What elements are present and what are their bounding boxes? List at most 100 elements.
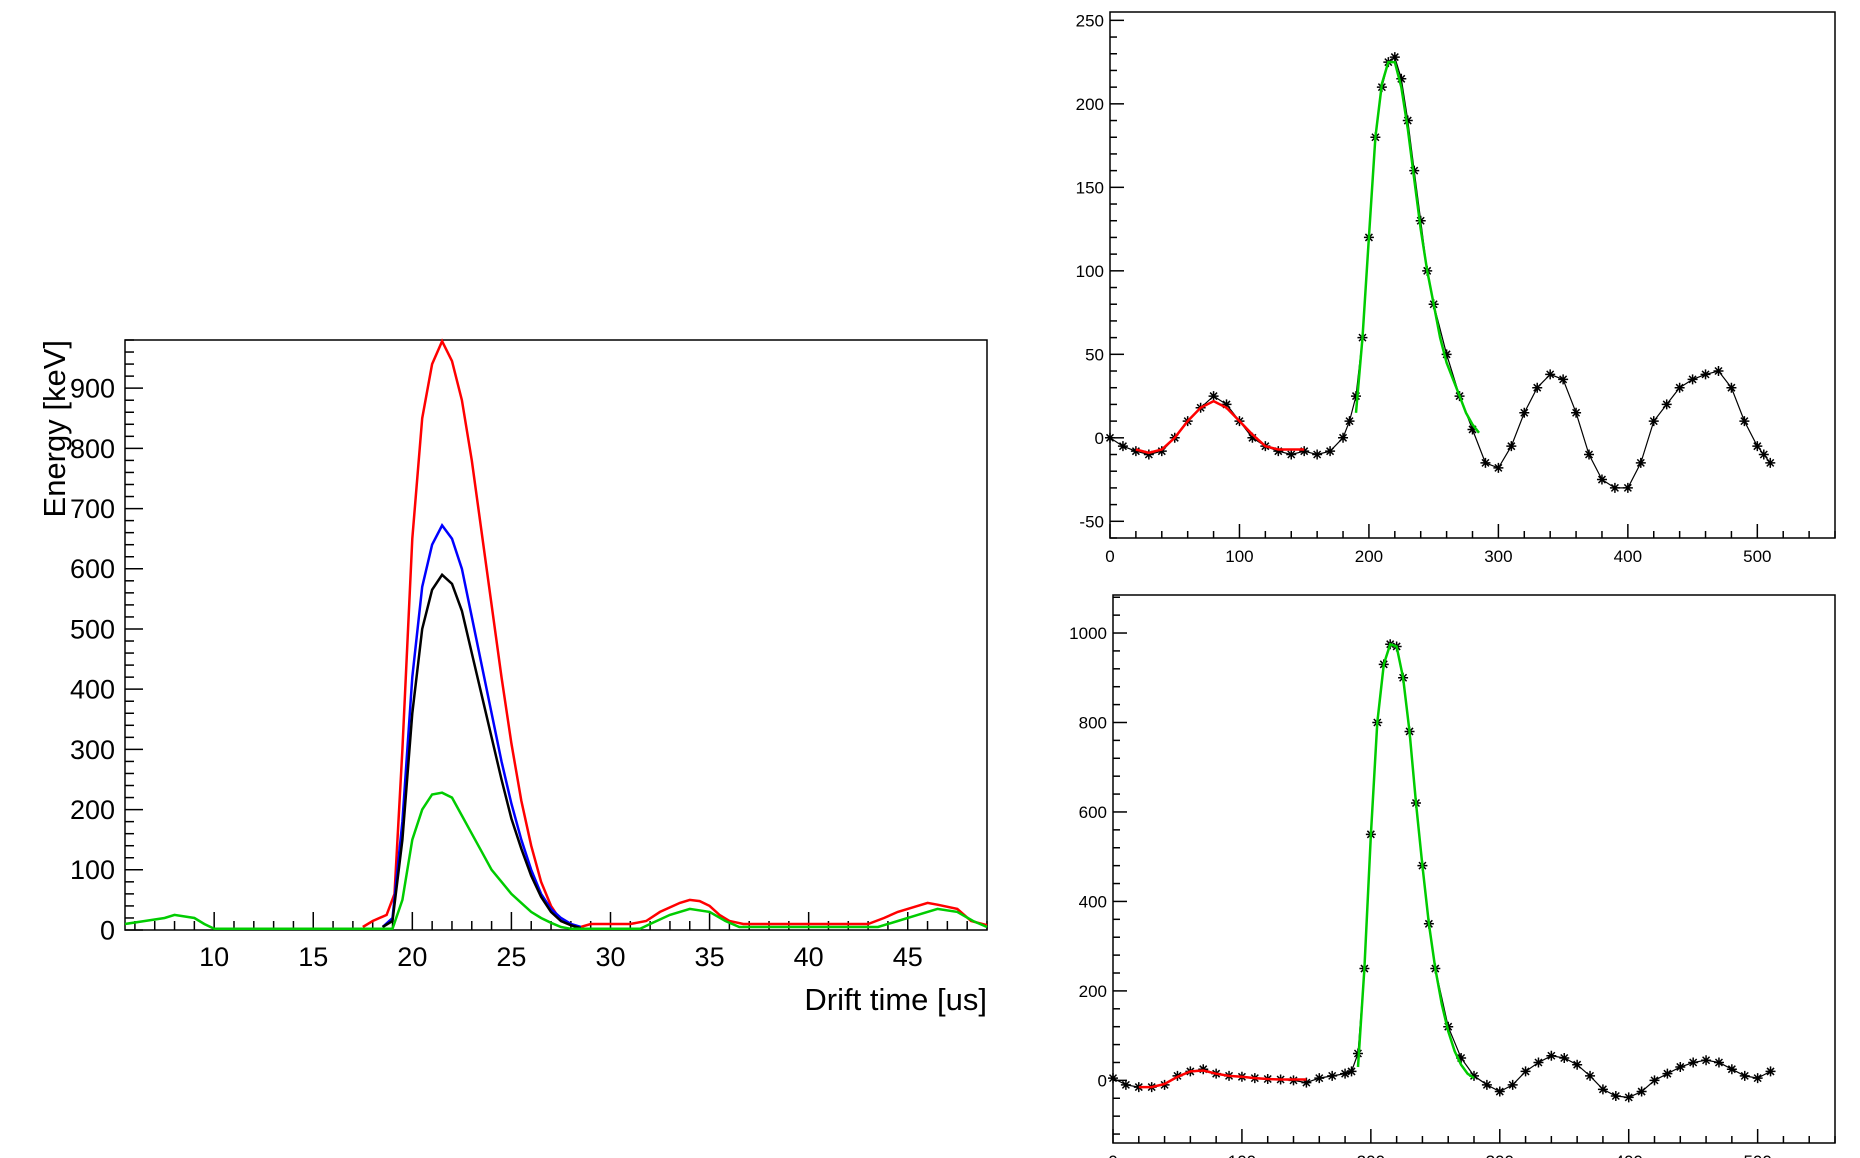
data-point — [1597, 1084, 1608, 1095]
bottom-right-scatter-chart: 0 100 200 300 400 500 0 200 400 600 800 1000 — [1069, 594, 1836, 1158]
y-tick-label: 700 — [70, 494, 115, 524]
data-point — [1273, 446, 1284, 457]
x-tick-label: 0 — [1105, 547, 1114, 566]
data-point — [1221, 399, 1232, 410]
data-point — [1340, 1068, 1351, 1079]
data-point — [1559, 1053, 1570, 1063]
data-point — [1596, 474, 1607, 485]
data-point — [1700, 369, 1711, 380]
data-point — [1739, 1070, 1750, 1081]
x-tick-label: 45 — [893, 942, 923, 972]
data-point — [1481, 1079, 1492, 1090]
y-tick-label: 400 — [70, 675, 115, 705]
fit-curve-0 — [1138, 1069, 1307, 1089]
data-point — [1312, 449, 1323, 460]
data-point — [1674, 382, 1685, 393]
plot-frame — [124, 339, 988, 931]
data-point — [1117, 441, 1128, 452]
fit-curve-0 — [1135, 399, 1305, 455]
data-point — [1558, 374, 1569, 385]
y-tick-label: 0 — [100, 915, 115, 945]
y-tick-label: 800 — [1079, 713, 1107, 732]
x-tick-label: 15 — [298, 942, 328, 972]
x-tick-label: 30 — [595, 942, 625, 972]
y-tick-label: 400 — [1079, 892, 1107, 911]
data-point — [1533, 1057, 1544, 1068]
data-point — [1765, 457, 1776, 468]
data-point — [1585, 1070, 1596, 1081]
x-tick-label: 20 — [397, 942, 427, 972]
y-tick-label: 100 — [1076, 262, 1104, 281]
data-point — [1545, 369, 1556, 380]
data-point — [1299, 446, 1310, 457]
y-tick-label: 900 — [70, 374, 115, 404]
data-point — [1156, 446, 1167, 457]
data-point — [1713, 366, 1724, 377]
fit-curve-1 — [1356, 642, 1475, 1080]
data-point — [1610, 1091, 1621, 1102]
data-point — [1120, 1079, 1131, 1090]
data-point — [1346, 1066, 1357, 1077]
data-point — [1520, 1066, 1531, 1077]
series-line-1 — [381, 523, 582, 929]
y-tick-label: 500 — [70, 614, 115, 644]
data-point — [1338, 432, 1349, 443]
data-point — [1687, 374, 1698, 385]
data-point — [1752, 441, 1763, 452]
x-tick-label: 400 — [1614, 547, 1642, 566]
plot-frame — [1112, 594, 1836, 1144]
data-point — [1494, 1086, 1505, 1097]
x-tick-label: 100 — [1228, 1152, 1256, 1158]
data-point — [1389, 52, 1400, 63]
data-point — [1765, 1066, 1776, 1077]
x-tick-label: 25 — [496, 942, 526, 972]
data-point — [1701, 1055, 1712, 1066]
x-tick-label: 400 — [1615, 1152, 1643, 1158]
series-line-2 — [381, 572, 582, 930]
data-point — [1649, 1075, 1660, 1086]
data-point — [1506, 441, 1517, 452]
fit-curve-1 — [1354, 60, 1480, 434]
y-tick-label: 150 — [1076, 178, 1104, 197]
data-point — [1662, 1068, 1673, 1079]
x-tick-label: 100 — [1225, 547, 1253, 566]
data-point — [1726, 382, 1737, 393]
data-point — [1301, 1077, 1312, 1088]
data-point — [1327, 1070, 1338, 1081]
y-tick-label: 200 — [1079, 982, 1107, 1001]
data-point — [1661, 399, 1672, 410]
data-point — [1441, 349, 1452, 360]
y-tick-label: 100 — [70, 855, 115, 885]
y-tick-label: 0 — [1098, 1071, 1107, 1090]
x-tick-label: 300 — [1486, 1152, 1514, 1158]
data-point — [1493, 462, 1504, 473]
data-point — [1314, 1073, 1325, 1084]
y-tick-label: 300 — [70, 735, 115, 765]
data-point — [1532, 382, 1543, 393]
y-tick-label: 800 — [70, 434, 115, 464]
data-point — [1752, 1073, 1763, 1084]
y-tick-label: 200 — [70, 795, 115, 825]
data-point — [1350, 391, 1361, 402]
data-point — [1622, 482, 1633, 493]
y-tick-label: 50 — [1085, 345, 1104, 364]
data-point — [1635, 457, 1646, 468]
series-line-0 — [362, 338, 988, 929]
data-point — [1143, 449, 1154, 460]
data-point — [1133, 1082, 1144, 1093]
data-point — [1469, 1070, 1479, 1081]
data-point — [1198, 1064, 1209, 1075]
data-point — [1325, 446, 1336, 457]
data-point — [1572, 1059, 1583, 1070]
data-point — [1739, 416, 1750, 427]
x-tick-label: 10 — [199, 942, 229, 972]
data-point — [1208, 391, 1219, 402]
x-tick-label: 40 — [794, 942, 824, 972]
x-axis-title: Drift time [us] — [804, 982, 987, 1017]
data-point — [1713, 1057, 1724, 1068]
y-tick-label: -50 — [1079, 512, 1104, 531]
x-tick-label: 300 — [1484, 547, 1512, 566]
data-point — [1636, 1086, 1647, 1097]
y-tick-label: 250 — [1076, 11, 1104, 30]
